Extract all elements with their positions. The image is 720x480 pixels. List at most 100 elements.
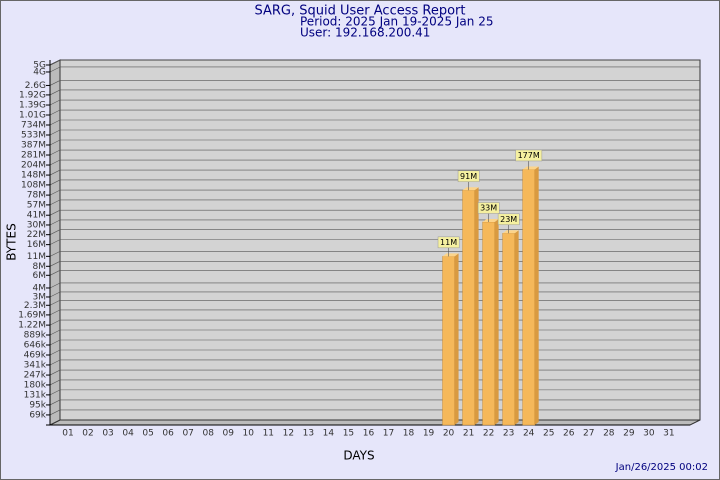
grid-line (49, 149, 61, 156)
chart-title: SARG, Squid User Access Report (255, 4, 466, 19)
y-tick-label: 1.01G (19, 111, 46, 121)
bar-side (514, 230, 519, 425)
grid-line (49, 251, 61, 257)
x-tick-label: 18 (403, 429, 415, 439)
y-tick-label: 204M (21, 161, 46, 171)
grid-line (49, 409, 61, 416)
y-tick-label: 1.22M (18, 321, 46, 331)
grid-line (49, 80, 61, 86)
grid-line (49, 291, 61, 298)
data-label-box (515, 149, 543, 162)
x-tick-label: 11 (263, 429, 274, 439)
data-label: 23M (500, 215, 517, 224)
y-tick-label: 148M (21, 171, 46, 181)
y-tick-label: 6M (33, 271, 47, 281)
chart-subtitle: Period: 2025 Jan 19-2025 Jan 25 (300, 15, 493, 29)
grid-line (49, 270, 61, 276)
grid-line (49, 309, 61, 316)
grid-line (49, 59, 61, 66)
grid-line (49, 329, 61, 336)
grid-line (49, 109, 61, 116)
x-tick-label: 10 (243, 429, 255, 439)
data-label-box (437, 236, 460, 249)
y-tick-label: 5G (33, 61, 46, 71)
x-tick-label: 16 (363, 429, 375, 439)
bar (442, 256, 455, 426)
x-tick-label: 26 (563, 429, 575, 439)
grid-line (49, 319, 61, 326)
y-tick-label: 889k (24, 331, 47, 341)
bar (502, 233, 515, 426)
grid-line (49, 369, 61, 376)
data-label: 11M (440, 238, 457, 247)
y-tick-label: 131k (24, 390, 47, 400)
chart-subtitle: User: 192.168.200.41 (300, 26, 430, 40)
y-tick-label: 4M (33, 283, 47, 293)
grid-line (49, 239, 61, 245)
x-tick-label: 22 (483, 429, 494, 439)
x-tick-label: 02 (82, 429, 93, 439)
x-tick-label: 12 (283, 429, 294, 439)
x-tick-label: 28 (603, 429, 615, 439)
grid-line (49, 209, 61, 216)
data-label: 177M (518, 151, 540, 160)
x-tick-label: 25 (543, 429, 554, 439)
floor (49, 419, 701, 426)
x-tick-label: 15 (343, 429, 354, 439)
x-tick-label: 07 (182, 429, 193, 439)
y-tick-label: 3M (33, 292, 47, 302)
bar (482, 221, 495, 426)
y-tick-label: 2.3M (24, 301, 46, 311)
x-tick-label: 29 (623, 429, 635, 439)
grid-line (49, 261, 61, 267)
y-tick-label: 78M (27, 191, 46, 201)
grid-line (49, 300, 61, 306)
x-tick-label: 06 (162, 429, 174, 439)
x-tick-label: 14 (323, 429, 335, 439)
bar-top (502, 230, 519, 234)
x-tick-label: 13 (303, 429, 314, 439)
y-tick-label: 57M (27, 200, 46, 210)
y-tick-label: 11M (27, 252, 46, 262)
y-tick-label: 30M (27, 220, 46, 230)
x-tick-label: 27 (583, 429, 594, 439)
bar-top (522, 166, 539, 170)
grid-line (49, 139, 61, 146)
x-tick-label: 19 (423, 429, 435, 439)
y-tick-label: 8M (33, 262, 47, 272)
x-tick-label: 03 (102, 429, 113, 439)
x-tick-label: 31 (663, 429, 674, 439)
y-tick-label: 69k (29, 410, 46, 420)
x-tick-label: 01 (62, 429, 73, 439)
grid-line (49, 179, 61, 186)
y-tick-label: 1.92G (19, 90, 46, 100)
y-tick-label: 95k (29, 400, 46, 410)
x-tick-label: 24 (523, 429, 535, 439)
y-tick-label: 341k (24, 360, 47, 370)
grid-line (49, 169, 61, 176)
bar-side (534, 166, 539, 425)
y-tick-label: 16M (27, 240, 46, 250)
x-tick-label: 20 (443, 429, 455, 439)
y-tick-label: 469k (24, 351, 47, 361)
y-tick-label: 41M (27, 211, 46, 221)
bar-side (474, 187, 479, 425)
bar-side (454, 253, 459, 425)
data-label-box (457, 170, 480, 183)
bar (462, 190, 475, 426)
grid-line (49, 219, 61, 226)
y-axis-label: BYTES (5, 223, 19, 260)
y-tick-label: 4G (33, 67, 46, 77)
grid-line (49, 282, 61, 289)
x-tick-label: 30 (643, 429, 655, 439)
grid-line (49, 389, 61, 396)
x-tick-label: 09 (223, 429, 235, 439)
bar (522, 169, 535, 426)
bar-top (442, 253, 459, 257)
y-tick-label: 180k (24, 380, 47, 390)
grid-line (49, 349, 61, 356)
bar-top (482, 218, 499, 222)
grid-line (49, 199, 61, 206)
y-tick-label: 1.39G (19, 101, 46, 111)
y-tick-label: 247k (24, 371, 47, 381)
